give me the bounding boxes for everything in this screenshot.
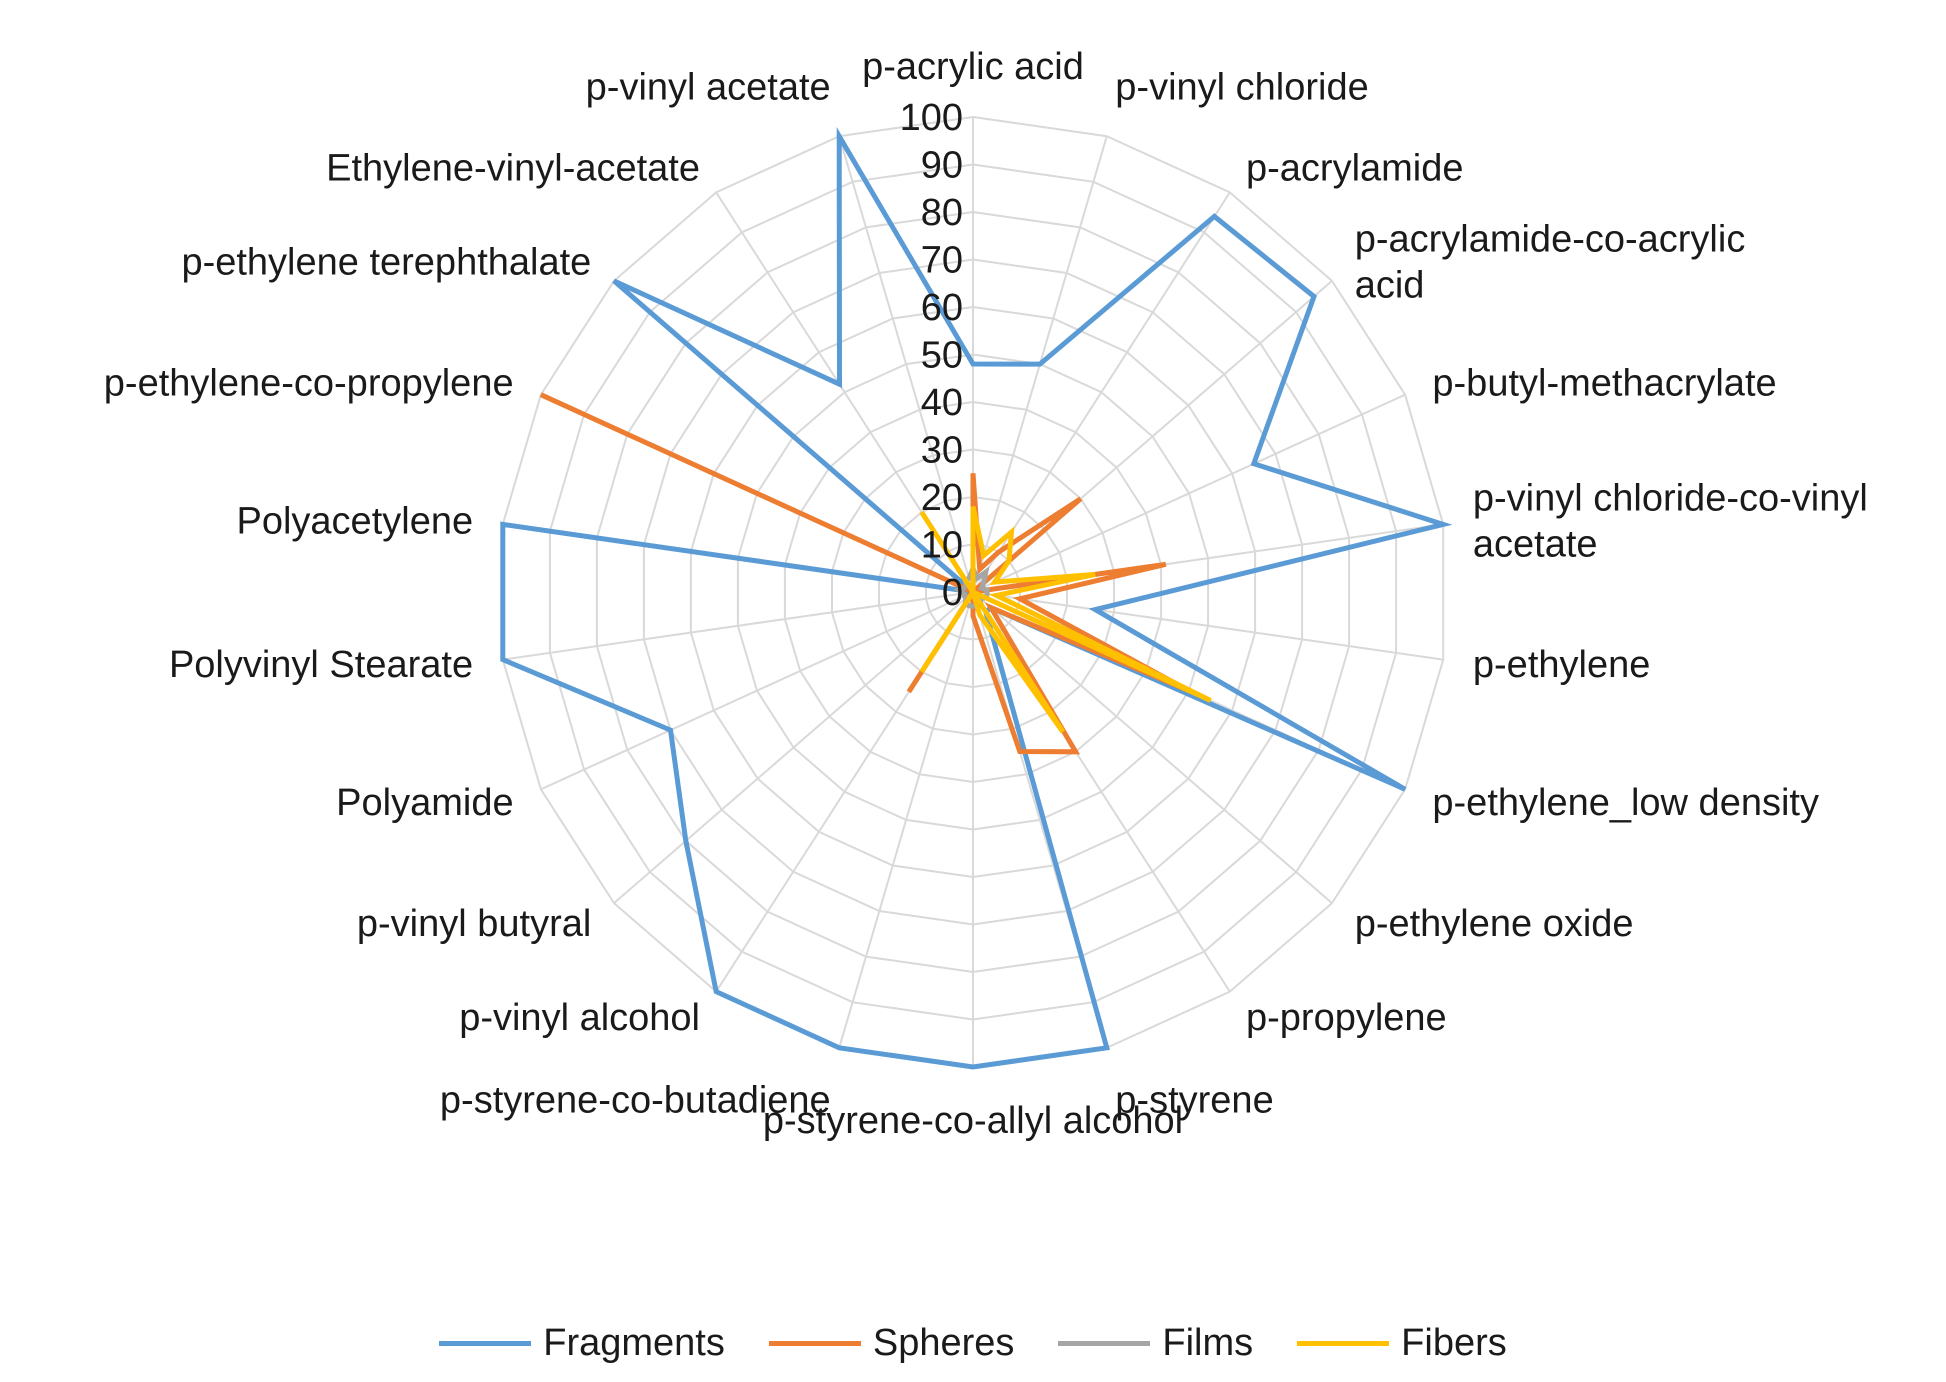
category-label: p-styrene [1115, 1080, 1273, 1122]
legend-label: Spheres [872, 1321, 1015, 1364]
legend-item-spheres: Spheres [768, 1321, 1015, 1365]
radial-tick-label: 100 [900, 97, 963, 139]
category-label: p-vinyl chloride [1115, 67, 1368, 109]
radial-tick-label: 50 [921, 335, 963, 377]
category-label: p-acrylic acid [862, 46, 1084, 88]
category-label: p-acrylamide [1246, 148, 1464, 190]
radial-tick-label: 30 [921, 430, 963, 472]
category-label: Ethylene-vinyl-acetate [326, 148, 700, 190]
category-label: p-ethylene oxide [1355, 903, 1634, 945]
legend-swatch [1058, 1340, 1151, 1346]
category-label: p-vinyl alcohol [459, 997, 700, 1039]
grid-spoke [972, 591, 1333, 904]
category-label: Polyvinyl Stearate [169, 644, 473, 686]
category-label: p-styrene-co-butadiene [440, 1080, 831, 1122]
radial-tick-label: 20 [921, 477, 963, 519]
grid-spoke [972, 591, 1444, 661]
legend-swatch [439, 1340, 532, 1346]
category-labels: p-acrylic acid p-vinyl chloride p-acrylami… [104, 46, 1868, 1142]
category-label: Polyamide [336, 782, 513, 824]
category-label: p-vinyl butyral [357, 903, 591, 945]
category-label: p-vinyl acetate [586, 67, 831, 109]
grid-spoke [502, 591, 974, 661]
radial-tick-label: 40 [921, 382, 963, 424]
category-label: p-butyl-methacrylate [1432, 363, 1776, 405]
category-label: p-styrene-co-allyl alcohol [763, 1100, 1183, 1142]
legend-label: Films [1162, 1321, 1254, 1364]
series-lines [500, 126, 1453, 1070]
category-label: p-acrylamide-co-acrylic acid [1355, 219, 1746, 307]
legend-label: Fibers [1401, 1321, 1507, 1364]
radial-tick-label: 70 [921, 240, 963, 282]
category-label: p-ethylene_low density [1432, 782, 1819, 824]
category-label: p-ethylene-co-propylene [104, 363, 514, 405]
radial-tick-label: 60 [921, 287, 963, 329]
legend: Fragments Spheres Films Fibers [0, 1318, 1946, 1368]
series-line-fibers [919, 505, 1212, 734]
category-label: p-ethylene terephthalate [181, 242, 591, 284]
legend-label: Fragments [543, 1321, 725, 1364]
grid-spoke [613, 591, 974, 904]
category-label: p-propylene [1246, 997, 1447, 1039]
legend-item-fragments: Fragments [439, 1322, 725, 1365]
category-label: Polyacetylene [237, 500, 474, 542]
legend-swatch [1297, 1340, 1390, 1346]
radial-tick-label: 90 [921, 145, 963, 187]
grid-spoke [838, 591, 974, 1049]
category-label: p-ethylene [1473, 644, 1650, 686]
grid-spoke [838, 135, 974, 593]
series-line-fragments [500, 126, 1453, 1070]
category-label: p-vinyl chloride-co-vinyl acetate [1473, 477, 1868, 565]
legend-item-fibers: Fibers [1297, 1322, 1507, 1365]
radial-tick-label: 0 [942, 572, 963, 614]
grid-spoke [972, 393, 1406, 593]
legend-item-films: Films [1058, 1322, 1253, 1365]
grid-spoke [972, 191, 1231, 593]
radial-tick-label: 80 [921, 192, 963, 234]
grid-spoke [540, 591, 974, 791]
series-line-films [953, 561, 990, 609]
series-line-spheres [539, 392, 1191, 755]
legend-swatch [768, 1340, 861, 1346]
radial-tick-label: 10 [921, 525, 963, 567]
radial-tick-labels: 0 10 20 30 40 50 60 70 80 90 100 [900, 97, 963, 614]
